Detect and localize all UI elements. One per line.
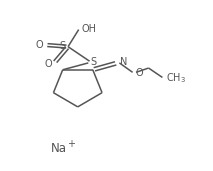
Text: S: S xyxy=(60,41,66,51)
Text: +: + xyxy=(67,140,75,149)
Text: S: S xyxy=(90,57,96,67)
Text: O: O xyxy=(135,68,143,78)
Text: CH$_3$: CH$_3$ xyxy=(166,71,186,85)
Text: OH: OH xyxy=(81,24,96,34)
Text: N: N xyxy=(120,57,127,67)
Text: O: O xyxy=(36,40,43,50)
Text: O: O xyxy=(45,59,52,69)
Text: Na: Na xyxy=(51,142,67,155)
